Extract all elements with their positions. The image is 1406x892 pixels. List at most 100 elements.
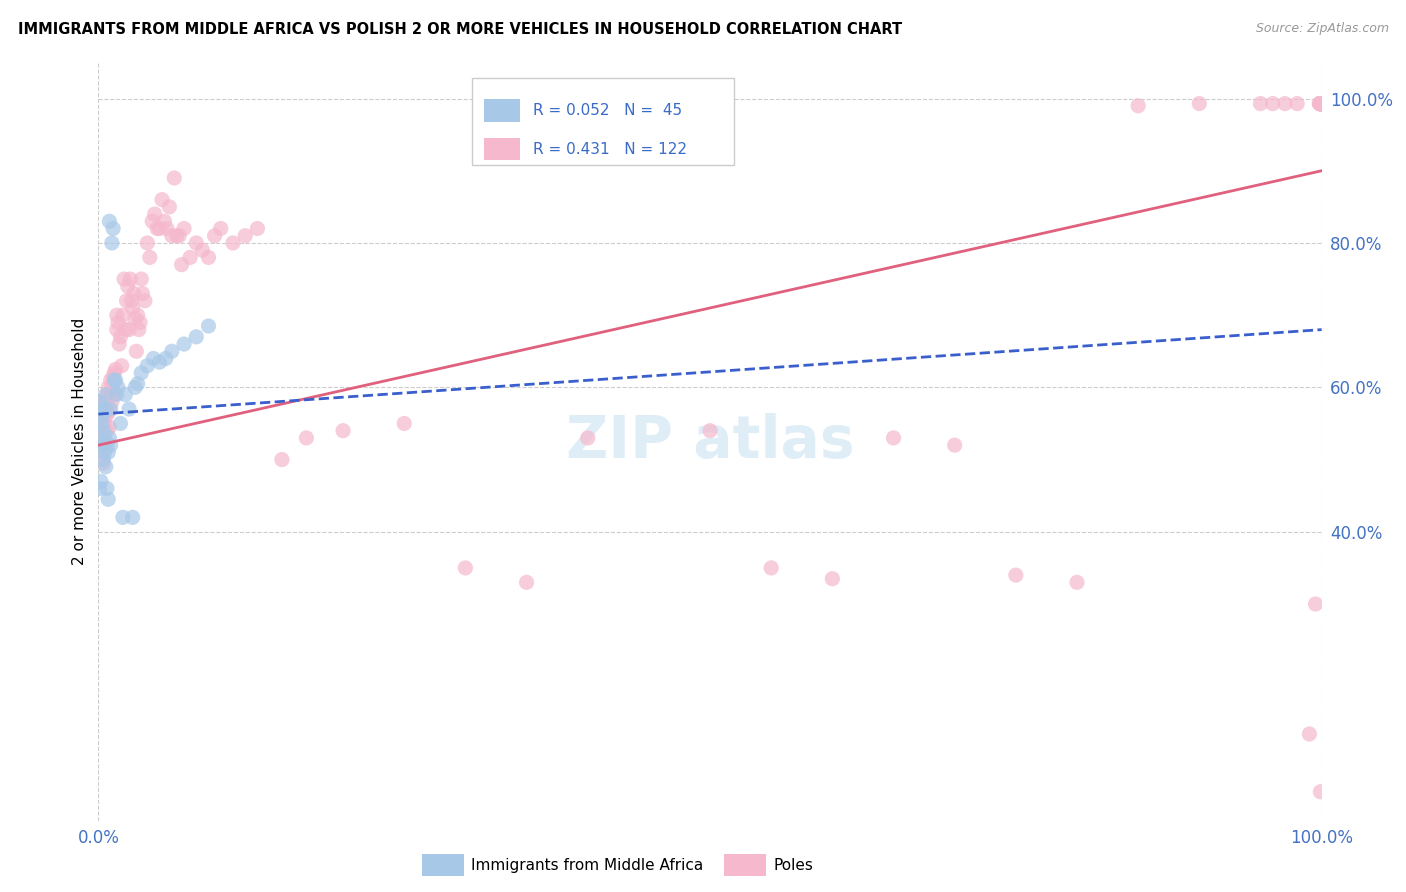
Point	[576, 431, 599, 445]
Point	[103, 373, 125, 387]
Point	[118, 323, 141, 337]
Point	[150, 193, 173, 207]
Point	[1309, 96, 1331, 111]
Point	[143, 207, 166, 221]
Point	[91, 452, 114, 467]
Point	[101, 384, 124, 398]
Point	[699, 424, 721, 438]
Point	[91, 417, 114, 431]
Point	[129, 315, 152, 329]
Point	[107, 380, 129, 394]
Point	[91, 438, 114, 452]
Point	[1309, 96, 1331, 111]
Point	[93, 434, 115, 449]
Point	[149, 355, 172, 369]
Point	[209, 221, 232, 235]
Point	[1309, 96, 1331, 111]
Point	[127, 376, 149, 391]
Point	[883, 431, 905, 445]
Point	[141, 214, 163, 228]
Point	[1128, 99, 1150, 113]
Point	[115, 293, 138, 308]
Point	[197, 318, 219, 333]
Point	[121, 510, 143, 524]
Point	[100, 373, 122, 387]
Text: IMMIGRANTS FROM MIDDLE AFRICA VS POLISH 2 OR MORE VEHICLES IN HOUSEHOLD CORRELAT: IMMIGRANTS FROM MIDDLE AFRICA VS POLISH …	[18, 22, 903, 37]
Point	[108, 337, 131, 351]
Point	[96, 438, 118, 452]
Point	[1309, 96, 1331, 111]
Point	[90, 475, 112, 489]
Point	[118, 402, 141, 417]
Point	[90, 394, 112, 409]
Point	[94, 394, 117, 409]
Point	[101, 369, 124, 384]
Point	[166, 228, 188, 243]
Point	[91, 438, 114, 452]
Point	[1309, 96, 1331, 111]
Point	[1309, 96, 1331, 111]
Point	[1004, 568, 1026, 582]
Point	[93, 417, 115, 431]
Point	[1309, 96, 1331, 111]
Point	[295, 431, 318, 445]
Point	[94, 409, 117, 424]
Point	[96, 424, 118, 438]
Point	[1309, 785, 1331, 799]
Point	[98, 214, 121, 228]
Point	[1309, 96, 1331, 111]
Point	[136, 235, 159, 250]
Point	[515, 575, 537, 590]
Point	[114, 323, 136, 337]
Point	[1309, 96, 1331, 111]
Point	[222, 235, 245, 250]
Point	[127, 308, 149, 322]
FancyBboxPatch shape	[471, 78, 734, 165]
Point	[170, 258, 193, 272]
Point	[90, 402, 112, 417]
Point	[1286, 96, 1309, 111]
Point	[121, 301, 143, 315]
Point	[105, 308, 128, 322]
Point	[97, 445, 120, 459]
Point	[1188, 96, 1211, 111]
Point	[163, 171, 186, 186]
Point	[91, 424, 114, 438]
Point	[1309, 96, 1331, 111]
Point	[96, 387, 118, 401]
Point	[1261, 96, 1284, 111]
Point	[103, 387, 125, 401]
Point	[186, 235, 208, 250]
Point	[160, 228, 183, 243]
Point	[149, 221, 172, 235]
Point	[98, 420, 121, 434]
Point	[100, 402, 122, 417]
Bar	[484, 99, 520, 122]
Point	[104, 362, 127, 376]
Y-axis label: 2 or more Vehicles in Household: 2 or more Vehicles in Household	[72, 318, 87, 566]
Point	[117, 279, 139, 293]
Point	[142, 351, 165, 366]
Point	[98, 402, 121, 417]
Point	[93, 431, 115, 445]
Point	[1249, 96, 1271, 111]
Point	[110, 417, 132, 431]
Point	[96, 482, 118, 496]
Point	[97, 492, 120, 507]
Point	[107, 315, 129, 329]
Point	[1274, 96, 1296, 111]
Point	[91, 456, 114, 470]
Point	[105, 387, 128, 401]
Point	[1308, 96, 1330, 111]
Point	[1066, 575, 1088, 590]
Point	[1309, 96, 1331, 111]
Point	[821, 572, 844, 586]
Point	[131, 286, 153, 301]
Point	[101, 380, 124, 394]
Point	[197, 251, 219, 265]
Point	[91, 431, 114, 445]
Point	[392, 417, 416, 431]
Point	[1309, 96, 1331, 111]
Point	[93, 438, 115, 452]
Point	[1309, 96, 1331, 111]
